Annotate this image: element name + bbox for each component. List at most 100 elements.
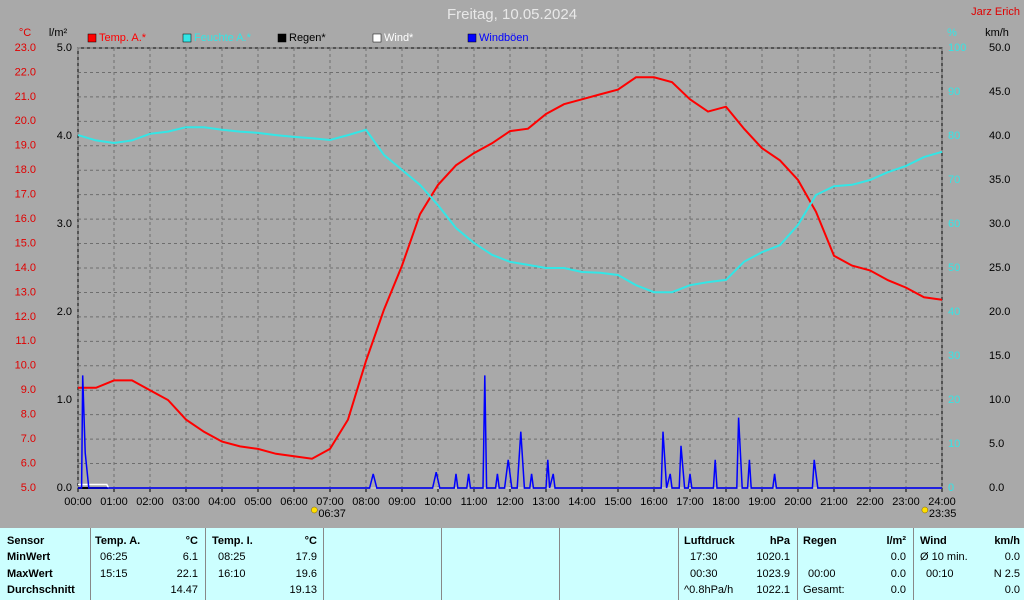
legend-label: Wind* — [384, 32, 414, 44]
divider — [441, 528, 442, 600]
y3-tick-label: 30 — [948, 350, 960, 362]
y3-tick-label: 90 — [948, 86, 960, 98]
x-tick-label: 03:00 — [172, 496, 200, 508]
y-tick-label: 7.0 — [21, 433, 36, 445]
cell: 0.0 — [890, 584, 906, 596]
cell: 16:10 — [218, 568, 246, 580]
axis-unit: km/h — [985, 27, 1009, 39]
y3-tick-label: 60 — [948, 218, 960, 230]
header: km/h — [994, 535, 1020, 547]
y3-tick-label: 10 — [948, 438, 960, 450]
divider — [205, 528, 206, 600]
x-tick-label: 20:00 — [784, 496, 812, 508]
y4-tick-label: 10.0 — [989, 394, 1010, 406]
cell: 1023.9 — [756, 568, 790, 580]
x-tick-label: 21:00 — [820, 496, 848, 508]
x-tick-label: 08:00 — [352, 496, 380, 508]
y4-tick-label: 25.0 — [989, 262, 1010, 274]
y4-tick-label: 50.0 — [989, 42, 1010, 54]
legend-swatch — [277, 33, 287, 43]
x-tick-label: 18:00 — [712, 496, 740, 508]
axis-unit: % — [947, 27, 957, 39]
divider — [559, 528, 560, 600]
y4-tick-label: 40.0 — [989, 130, 1010, 142]
y4-tick-label: 30.0 — [989, 218, 1010, 230]
cell: 15:15 — [100, 568, 128, 580]
y-tick-label: 20.0 — [15, 115, 36, 127]
cell: 1020.1 — [756, 551, 790, 563]
y3-tick-label: 100 — [948, 42, 966, 54]
cell: 19.13 — [289, 584, 317, 596]
cell: 00:00 — [808, 568, 836, 580]
y4-tick-label: 5.0 — [989, 438, 1004, 450]
y3-tick-label: 50 — [948, 262, 960, 274]
y4-tick-label: 20.0 — [989, 306, 1010, 318]
legend-label: Regen* — [289, 32, 326, 44]
y-tick-label: 11.0 — [15, 335, 36, 347]
cell: 17.9 — [295, 551, 317, 563]
x-tick-label: 19:00 — [748, 496, 776, 508]
header: Sensor — [7, 535, 45, 547]
cell: 0.0 — [1004, 551, 1020, 563]
x-tick-label: 11:00 — [461, 496, 488, 508]
y3-tick-label: 70 — [948, 174, 960, 186]
x-tick-label: 05:00 — [244, 496, 272, 508]
header: Temp. A. — [95, 535, 141, 547]
x-tick-label: 13:00 — [532, 496, 560, 508]
y-tick-label: 9.0 — [21, 384, 36, 396]
chart-title: Freitag, 10.05.2024 — [447, 6, 577, 23]
y-tick-label: 19.0 — [15, 140, 36, 152]
x-tick-label: 24:00 — [928, 496, 956, 508]
y-tick-label: 23.0 — [15, 42, 36, 54]
x-tick-label: 09:00 — [388, 496, 416, 508]
series-line — [78, 375, 942, 489]
cell: 19.6 — [295, 568, 317, 580]
x-tick-label: 22:00 — [856, 496, 884, 508]
cell: Gesamt: — [803, 584, 845, 596]
sun-marker — [921, 506, 929, 514]
y3-tick-label: 80 — [948, 130, 960, 142]
divider — [90, 528, 91, 600]
x-tick-label: 06:00 — [280, 496, 308, 508]
cell: 22.1 — [176, 568, 198, 580]
x-tick-label: 17:00 — [676, 496, 704, 508]
y2-tick-label: 0.0 — [57, 482, 72, 494]
x-tick-label: 12:00 — [496, 496, 524, 508]
x-tick-label: 02:00 — [136, 496, 164, 508]
divider — [913, 528, 914, 600]
legend-label: Temp. A.* — [99, 32, 147, 44]
y2-tick-label: 4.0 — [57, 130, 72, 142]
cell: 08:25 — [218, 551, 246, 563]
cell: Ø 10 min. — [920, 551, 968, 563]
y-tick-label: 15.0 — [15, 237, 36, 249]
cell: 6.1 — [182, 551, 198, 563]
y-tick-label: 5.0 — [21, 482, 36, 494]
cell: 0.0 — [890, 568, 906, 580]
y4-tick-label: 15.0 — [989, 350, 1010, 362]
stats-table: Sensor Temp. A. °C Temp. I. °C Luftdruck… — [0, 528, 1024, 600]
y-tick-label: 10.0 — [15, 360, 36, 372]
legend-swatch — [372, 33, 382, 43]
author: Jarz Erich — [971, 6, 1020, 18]
legend-label: Windböen — [479, 32, 529, 44]
y4-tick-label: 0.0 — [989, 482, 1004, 494]
chart: Freitag, 10.05.2024 Jarz Erich °C l/m² %… — [15, 6, 1020, 520]
cell: 1022.1 — [756, 584, 790, 596]
legend-label: Feuchte A.* — [194, 32, 252, 44]
sun-marker — [311, 506, 318, 514]
row-label: MinWert — [7, 551, 51, 563]
annotation: 23:35 — [929, 508, 957, 520]
series-line — [78, 76, 943, 460]
header: Regen — [803, 535, 837, 547]
header: Luftdruck — [684, 535, 735, 547]
divider — [797, 528, 798, 600]
header: l/m² — [886, 535, 906, 547]
row-label: Durchschnitt — [7, 584, 75, 596]
annotation: 06:37 — [318, 508, 346, 520]
y-tick-label: 21.0 — [15, 91, 36, 103]
header: °C — [304, 535, 317, 547]
y3-tick-label: 20 — [948, 394, 960, 406]
y-tick-label: 12.0 — [15, 311, 36, 323]
header: Wind — [920, 535, 947, 547]
